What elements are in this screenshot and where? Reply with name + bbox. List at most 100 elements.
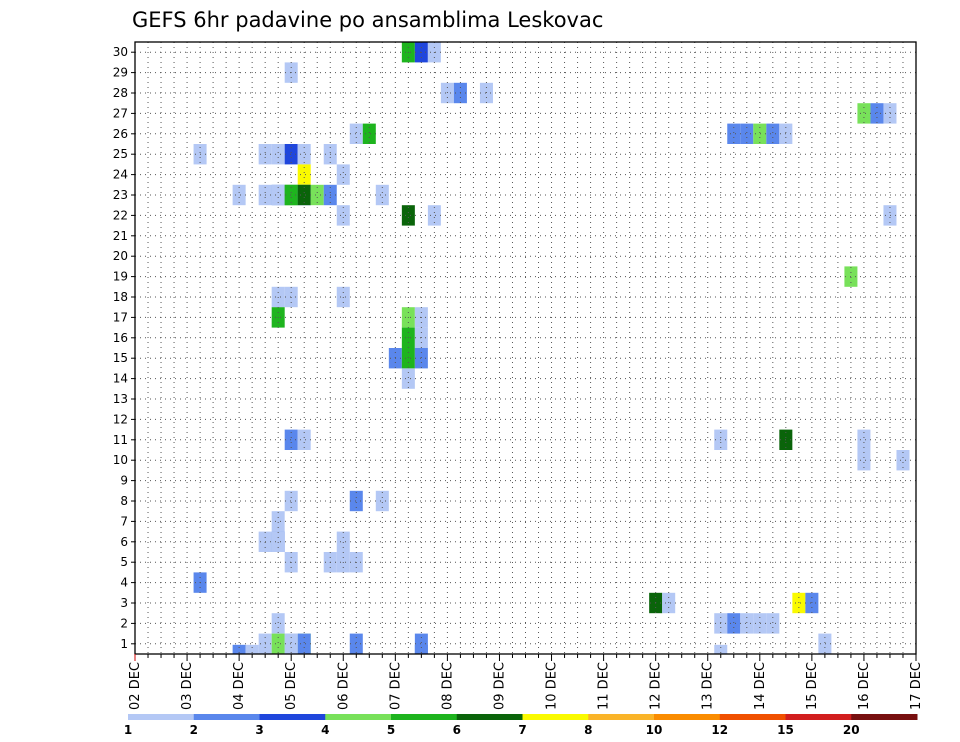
precip-cell [271,531,285,552]
precip-cell [375,490,389,512]
precip-cell [349,490,363,512]
precip-cell [401,348,415,369]
precip-cell [297,633,311,654]
colorbar-segment [193,714,260,720]
precip-cell [766,123,780,144]
colorbar-segment [259,714,326,720]
precip-cell [297,144,311,165]
precip-cell [271,511,285,532]
colorbar-label: 2 [190,723,198,737]
precip-cell [232,184,246,206]
precip-cell [714,644,728,654]
precip-cell [362,123,376,144]
precip-cell [766,613,780,634]
y-tick-label: 12 [113,412,128,426]
precip-cell [883,103,897,124]
y-tick-label: 29 [113,66,128,80]
chart-title: GEFS 6hr padavine po ansamblima Leskovac [132,8,603,32]
precip-cell [375,184,389,206]
precip-cell [414,644,428,654]
y-tick-label: 27 [113,106,128,120]
precip-cell [310,184,324,206]
precip-cells [193,42,910,654]
precip-cell [297,164,311,185]
colorbar-label: 4 [321,723,329,737]
y-tick-label: 22 [113,208,128,222]
y-tick-label: 21 [113,229,128,243]
x-tick-label: 04 DEC [232,662,247,710]
precip-cell [284,144,298,165]
y-tick-label: 15 [113,351,128,365]
precip-cell [271,144,285,165]
colorbar-segment [325,714,392,720]
precip-cell [284,633,298,654]
precip-cell [818,633,832,654]
y-tick-label: 4 [120,576,128,590]
colorbar-label: 8 [584,723,592,737]
y-tick-label: 20 [113,249,128,263]
x-tick-label: 17 DEC [909,662,924,710]
colorbar: 1 2 3 4 5 6 7 8 10 12 15 20 [124,714,918,737]
x-tick-label: 08 DEC [440,662,455,710]
precip-cell [727,613,741,634]
precip-cell [427,205,441,226]
precip-cell [727,123,741,144]
x-tick-label: 15 DEC [805,662,820,710]
precip-cell [336,205,350,226]
y-tick-label: 16 [113,331,128,345]
colorbar-label: 12 [711,723,728,737]
grid-lines [135,42,916,654]
x-tick-label: 07 DEC [388,662,403,710]
precip-cell [349,123,363,144]
precip-cell [857,429,871,450]
precip-cell [271,633,285,654]
colorbar-label: 15 [777,723,794,737]
x-tick-label: 09 DEC [492,662,507,710]
colorbar-label: 10 [646,723,663,737]
colorbar-label: 5 [387,723,395,737]
colorbar-segment [456,714,523,720]
precip-cell [740,613,754,634]
precip-cell [896,450,910,471]
y-tick-label: 23 [113,188,128,202]
y-tick-label: 14 [113,372,128,386]
precip-cell [245,644,259,654]
y-tick-label: 3 [120,596,128,610]
precip-cell [284,184,298,206]
y-tick-label: 24 [113,168,128,182]
colorbar-segment [522,714,589,720]
colorbar-segment [128,714,195,720]
precip-cell [857,450,871,471]
x-tick-label: 12 DEC [649,662,664,710]
colorbar-label: 3 [255,723,263,737]
colorbar-label: 7 [518,723,526,737]
colorbar-label: 1 [124,723,132,737]
precip-cell [284,429,298,450]
precip-cell [753,123,767,144]
precip-cell [401,205,415,226]
colorbar-segment [851,714,918,720]
x-tick-label: 16 DEC [857,662,872,710]
precip-cell [297,429,311,450]
colorbar-segment [654,714,721,720]
y-tick-label: 7 [120,514,128,528]
y-tick-label: 5 [120,555,128,569]
y-tick-label: 13 [113,392,128,406]
colorbar-segment [719,714,786,720]
precip-cell [297,184,311,206]
y-tick-label: 9 [120,474,128,488]
colorbar-segment [588,714,655,720]
precip-cell [883,205,897,226]
x-axis-ticks: 02 DEC 03 DEC 04 DEC 05 DEC 06 DEC 07 DEC 08 D… [128,654,924,710]
precip-cell [740,123,754,144]
precip-cell [336,531,350,552]
precip-cell [857,103,871,124]
precip-cell [336,164,350,185]
precip-cell [414,348,428,369]
y-tick-label: 19 [113,270,128,284]
y-tick-label: 25 [113,147,128,161]
colorbar-label: 20 [843,723,860,737]
y-tick-label: 11 [113,433,128,447]
y-axis-ticks: 1234567891011121314151617181920212223242… [113,45,135,651]
y-tick-label: 8 [120,494,128,508]
